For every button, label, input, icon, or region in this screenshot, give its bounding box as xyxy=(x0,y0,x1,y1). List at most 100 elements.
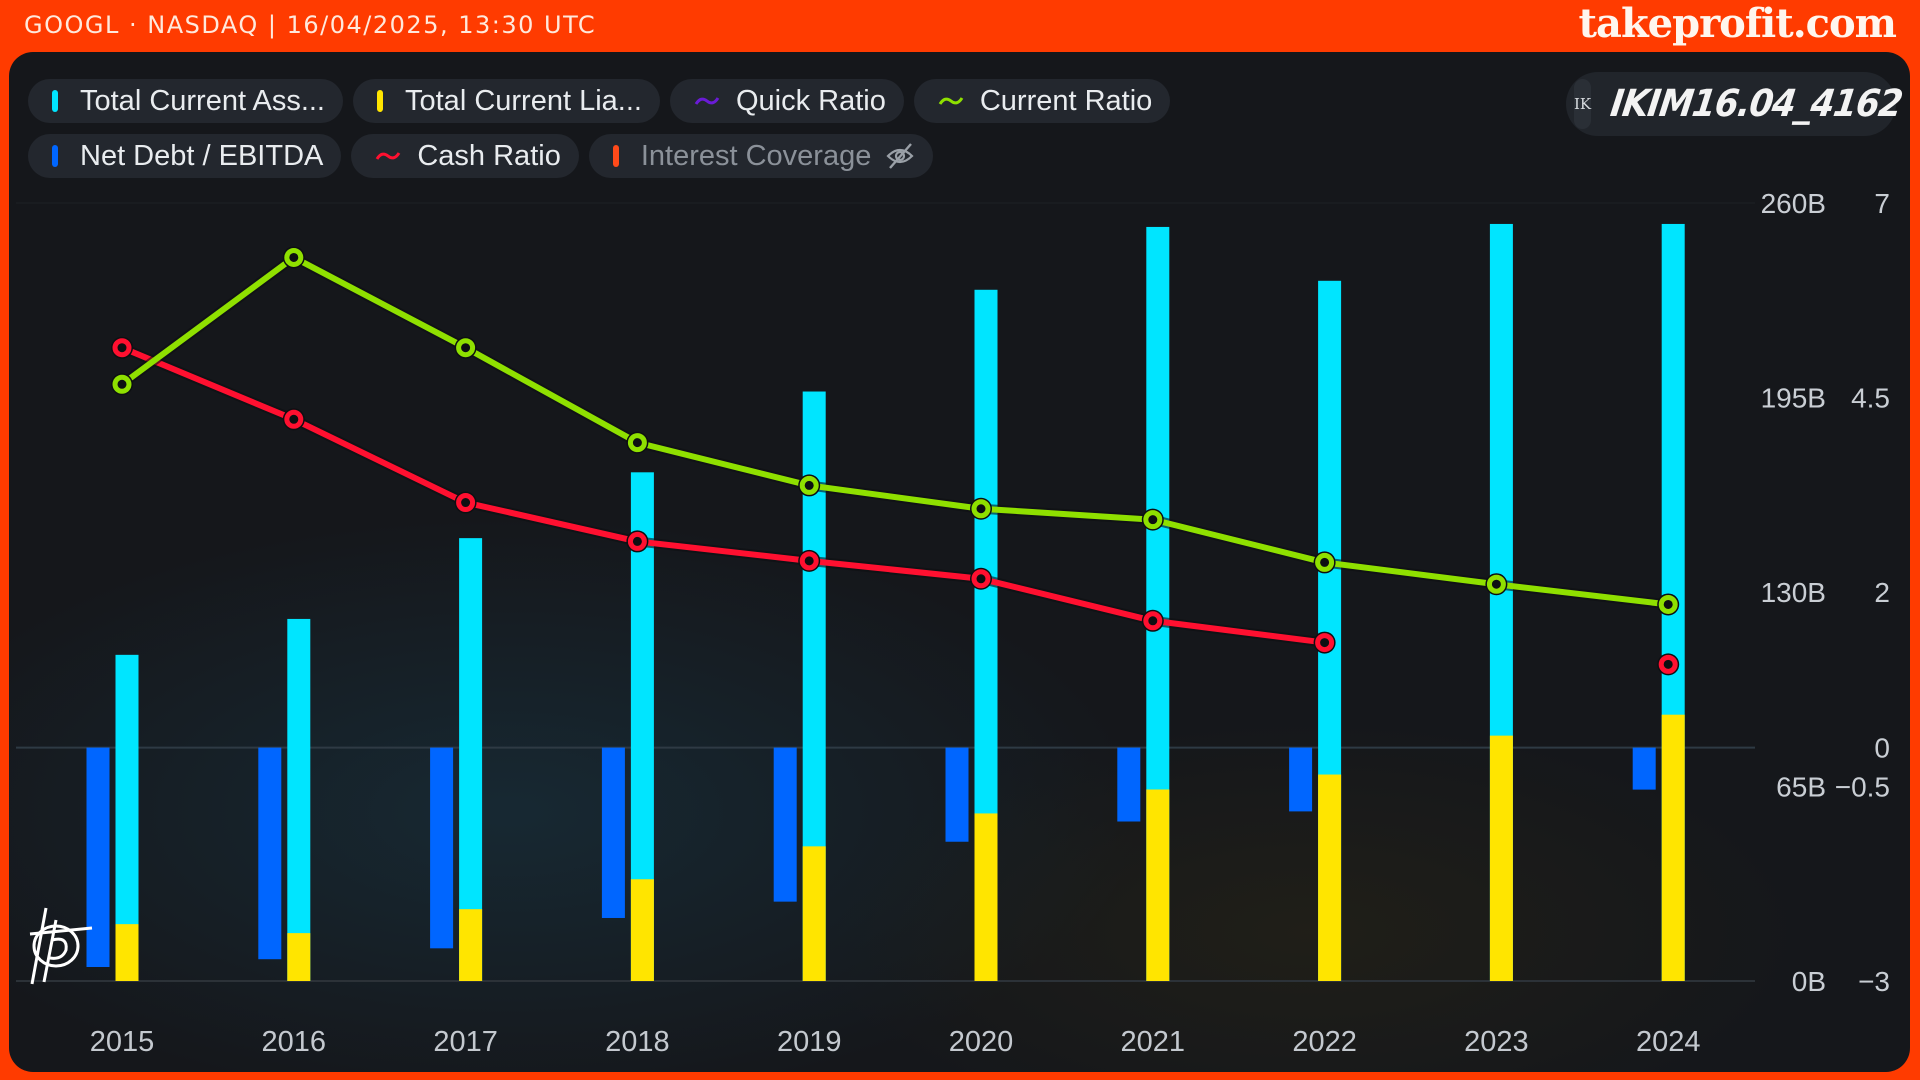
x-axis-tick: 2015 xyxy=(90,1026,155,1058)
ticker-header: GOOGL · NASDAQ | 16/04/2025, 13:30 UTC xyxy=(24,11,597,39)
current-ratio-marker xyxy=(1315,552,1335,572)
total-current-liabilities-bar xyxy=(630,879,654,981)
x-axis-tick: 2017 xyxy=(433,1026,498,1058)
eye-off-icon[interactable] xyxy=(885,141,915,171)
line-swatch-icon xyxy=(376,152,401,160)
right-axis-tick: 0 xyxy=(1874,733,1890,764)
right-axis-tick: 7 xyxy=(1874,188,1890,219)
legend-label: Total Current Ass... xyxy=(80,84,325,117)
net-debt-ebitda-bar xyxy=(430,747,454,949)
legend-label: Total Current Lia... xyxy=(405,84,642,117)
right-axis-tick: 4.5 xyxy=(1851,383,1890,414)
net-debt-ebitda-bar xyxy=(773,747,797,902)
cash-ratio-marker xyxy=(1143,611,1163,631)
current-ratio-marker xyxy=(456,338,476,358)
cash-ratio-marker xyxy=(799,551,819,571)
total-current-assets-bar xyxy=(974,289,998,981)
total-current-liabilities-bar xyxy=(1489,735,1513,981)
legend-label: Cash Ratio xyxy=(417,139,561,172)
cash-ratio-line xyxy=(120,344,1325,646)
legend-item-quick-ratio[interactable]: Quick Ratio xyxy=(669,79,904,123)
cash-ratio-marker xyxy=(971,569,991,589)
net-debt-ebitda-bar xyxy=(86,747,110,967)
legend-item-cash-ratio[interactable]: Cash Ratio xyxy=(351,134,579,178)
net-debt-ebitda-bar xyxy=(1117,747,1141,822)
x-axis-tick: 2023 xyxy=(1464,1026,1529,1058)
left-axis-tick: 65B xyxy=(1776,772,1826,803)
current-ratio-line xyxy=(120,254,1669,608)
line-swatch-icon xyxy=(694,97,720,105)
net-debt-ebitda-bar xyxy=(601,747,625,918)
bar-swatch-icon xyxy=(377,90,383,112)
left-axis-tick: 0B xyxy=(1792,966,1826,997)
cash-ratio-marker xyxy=(284,409,304,429)
current-ratio-line-shadow xyxy=(119,252,1669,610)
total-current-liabilities-bar xyxy=(802,846,826,981)
legend: Total Current Ass... Total Current Lia...… xyxy=(28,79,1328,189)
bar-swatch-icon xyxy=(612,145,619,167)
net-debt-ebitda-bar xyxy=(1289,747,1313,812)
current-ratio-marker xyxy=(799,475,819,495)
bar-swatch-icon xyxy=(52,145,58,167)
legend-item-net-debt-ebitda[interactable]: Net Debt / EBITDA xyxy=(28,134,342,178)
total-current-assets-bar xyxy=(630,472,654,981)
total-current-liabilities-bar xyxy=(1661,714,1685,981)
legend-label: Interest Coverage xyxy=(640,139,872,172)
cash-ratio-marker xyxy=(1658,654,1678,674)
x-axis-tick: 2024 xyxy=(1636,1026,1701,1058)
total-current-liabilities-bar xyxy=(287,933,311,981)
current-ratio-marker xyxy=(971,499,991,519)
cash-ratio-marker xyxy=(112,338,132,358)
legend-item-interest-coverage[interactable]: Interest Coverage xyxy=(588,134,934,178)
net-debt-ebitda-bar xyxy=(258,747,282,960)
current-ratio-marker xyxy=(1486,574,1506,594)
cash-ratio-marker xyxy=(627,531,647,551)
total-current-assets-bar xyxy=(802,391,826,981)
bar-swatch-icon xyxy=(52,90,58,112)
x-axis-tick: 2022 xyxy=(1292,1026,1357,1058)
total-current-liabilities-bar xyxy=(115,924,139,981)
current-ratio-marker xyxy=(1658,594,1678,614)
current-ratio-marker xyxy=(112,374,132,394)
avatar: IK xyxy=(1574,79,1592,129)
current-ratio-marker xyxy=(1143,510,1163,530)
left-axis-tick: 195B xyxy=(1761,383,1826,414)
x-axis-tick: 2019 xyxy=(777,1026,842,1058)
chart-panel: Total Current Ass... Total Current Lia...… xyxy=(9,52,1910,1072)
cash-ratio-marker xyxy=(456,493,476,513)
line-swatch-icon xyxy=(938,97,964,105)
legend-item-current-ratio[interactable]: Current Ratio xyxy=(913,79,1171,123)
total-current-assets-bar xyxy=(287,618,311,981)
current-ratio-marker xyxy=(284,247,304,267)
right-axis-tick: 2 xyxy=(1874,577,1890,608)
watermark-logo-icon xyxy=(29,907,93,985)
total-current-liabilities-bar xyxy=(1318,774,1342,981)
legend-label: Quick Ratio xyxy=(735,84,886,117)
total-current-assets-bar xyxy=(115,654,139,981)
legend-label: Net Debt / EBITDA xyxy=(80,139,324,172)
cash-ratio-marker xyxy=(1315,633,1335,653)
left-axis-tick: 260B xyxy=(1761,188,1826,219)
current-ratio-marker xyxy=(627,433,647,453)
legend-row: Total Current Ass... Total Current Lia...… xyxy=(28,79,1328,123)
x-axis-tick: 2016 xyxy=(262,1026,327,1058)
legend-label: Current Ratio xyxy=(979,84,1153,117)
x-axis-tick: 2018 xyxy=(605,1026,670,1058)
right-axis-tick: −0.5 xyxy=(1835,772,1890,803)
right-axis-tick: −3 xyxy=(1858,966,1890,997)
legend-item-total-current-lia[interactable]: Total Current Lia... xyxy=(353,79,660,123)
legend-item-total-current-ass[interactable]: Total Current Ass... xyxy=(28,79,343,123)
net-debt-ebitda-bar xyxy=(945,747,969,842)
net-debt-ebitda-bar xyxy=(1632,747,1656,790)
user-badge[interactable]: IK IKIM16.04_4162 xyxy=(1566,72,1905,136)
left-axis-tick: 130B xyxy=(1761,577,1826,608)
total-current-assets-bar xyxy=(459,538,483,981)
top-bar: GOOGL · NASDAQ | 16/04/2025, 13:30 UTC t… xyxy=(0,0,1920,52)
total-current-liabilities-bar xyxy=(1146,789,1170,981)
legend-row: Net Debt / EBITDA Cash Ratio Interest Cove… xyxy=(28,134,1328,178)
cash-ratio-line-shadow xyxy=(120,343,1326,648)
x-axis-tick: 2021 xyxy=(1121,1026,1186,1058)
total-current-liabilities-bar xyxy=(974,813,998,981)
brand-logo-text[interactable]: takeprofit.com xyxy=(1578,0,1897,47)
